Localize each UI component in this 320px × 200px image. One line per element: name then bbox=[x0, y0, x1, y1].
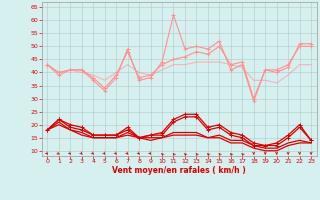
X-axis label: Vent moyen/en rafales ( km/h ): Vent moyen/en rafales ( km/h ) bbox=[112, 166, 246, 175]
